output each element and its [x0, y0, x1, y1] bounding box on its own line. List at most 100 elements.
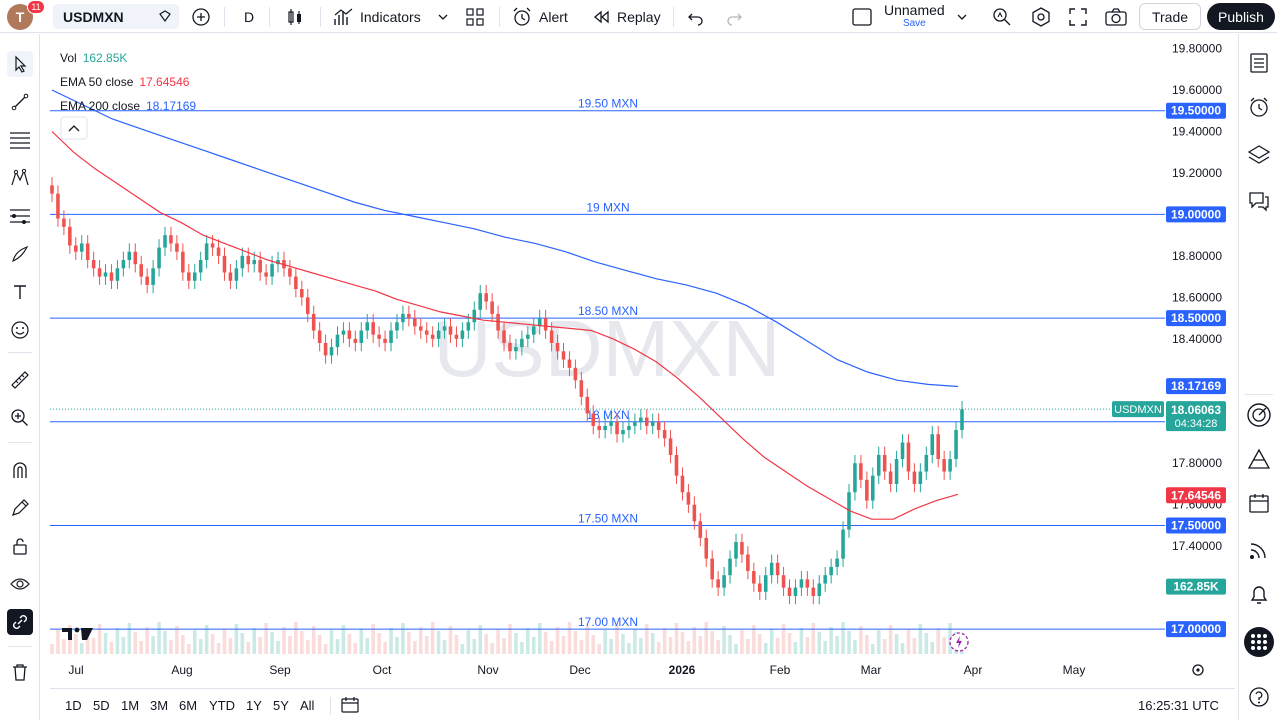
candle[interactable]	[859, 463, 863, 480]
symbol-search[interactable]: USDMXN	[53, 4, 179, 29]
fullscreen-icon[interactable]	[1068, 0, 1088, 33]
brush-icon[interactable]	[7, 241, 33, 267]
candle[interactable]	[424, 330, 429, 335]
candle[interactable]	[710, 558, 714, 580]
candle[interactable]	[91, 260, 96, 269]
candle[interactable]	[311, 313, 316, 331]
pattern-icon[interactable]	[7, 165, 33, 191]
candle[interactable]	[555, 342, 560, 352]
candle[interactable]	[805, 579, 810, 588]
candle[interactable]	[317, 330, 322, 343]
stay-drawing-icon[interactable]	[7, 495, 33, 521]
candle[interactable]	[775, 562, 780, 576]
candle[interactable]	[97, 268, 102, 277]
candle[interactable]	[811, 587, 816, 596]
candle[interactable]	[740, 542, 744, 555]
candle[interactable]	[567, 359, 572, 368]
candle[interactable]	[85, 243, 90, 261]
candle[interactable]	[537, 318, 542, 327]
range-1y[interactable]: 1Y	[246, 698, 262, 713]
symbol-info-icon[interactable]	[157, 8, 173, 27]
candle[interactable]	[692, 504, 697, 522]
candle[interactable]	[240, 255, 245, 269]
candle[interactable]	[686, 492, 691, 505]
snapshot-camera-icon[interactable]	[1104, 0, 1128, 33]
candle[interactable]	[543, 318, 548, 331]
candle[interactable]	[276, 260, 280, 265]
cursor-icon[interactable]	[7, 51, 33, 77]
candle[interactable]	[757, 583, 762, 592]
candle[interactable]	[817, 583, 822, 596]
range-1m[interactable]: 1M	[121, 698, 140, 713]
compare-add-symbol-icon[interactable]	[191, 0, 211, 33]
candle[interactable]	[270, 264, 274, 277]
candle[interactable]	[769, 562, 774, 576]
candle[interactable]	[145, 276, 149, 285]
clock-timezone[interactable]: 16:25:31 UTC	[1138, 698, 1219, 713]
candle[interactable]	[835, 558, 839, 567]
candle[interactable]	[502, 330, 506, 343]
candle[interactable]	[722, 575, 726, 588]
candle[interactable]	[127, 251, 132, 261]
candle[interactable]	[561, 351, 566, 360]
candle[interactable]	[252, 260, 257, 265]
candle[interactable]	[615, 421, 619, 435]
candle[interactable]	[115, 268, 120, 281]
candle[interactable]	[609, 421, 613, 426]
candle[interactable]	[395, 322, 399, 331]
candle[interactable]	[133, 251, 138, 265]
alert-button[interactable]: Alert	[511, 0, 568, 33]
calendar-icon[interactable]	[1246, 490, 1272, 516]
candle[interactable]	[294, 276, 298, 290]
prediction-tools-icon[interactable]	[7, 203, 33, 229]
candle[interactable]	[508, 342, 512, 352]
streams-broadcast-icon[interactable]	[1246, 537, 1272, 563]
candle[interactable]	[514, 347, 518, 352]
candle[interactable]	[359, 330, 364, 343]
target-icon[interactable]	[1246, 402, 1272, 428]
candle[interactable]	[829, 566, 833, 576]
candle[interactable]	[716, 579, 720, 588]
interval-button[interactable]: D	[244, 8, 255, 25]
candle[interactable]	[222, 255, 227, 273]
candle[interactable]	[793, 587, 798, 596]
candle[interactable]	[329, 347, 334, 356]
candle[interactable]	[74, 245, 78, 252]
layout-dropdown-icon[interactable]	[956, 0, 968, 33]
range-6m[interactable]: 6M	[179, 698, 198, 713]
lock-icon[interactable]	[7, 533, 33, 559]
candle[interactable]	[192, 272, 197, 281]
candle[interactable]	[894, 459, 899, 484]
time-axis[interactable]: Jul Aug Sep Oct Nov Dec 2026 Feb Mar Apr May	[68, 663, 1085, 677]
candle[interactable]	[591, 413, 596, 426]
candle[interactable]	[496, 313, 500, 331]
candle[interactable]	[68, 226, 72, 246]
publish-button[interactable]: Publish	[1207, 3, 1275, 30]
candle[interactable]	[436, 330, 441, 339]
candle[interactable]	[526, 334, 530, 339]
link-icon[interactable]	[7, 609, 33, 635]
candle[interactable]	[413, 318, 417, 327]
candle[interactable]	[323, 342, 328, 356]
trendline-icon[interactable]	[7, 89, 33, 115]
candle[interactable]	[918, 471, 923, 484]
candle[interactable]	[264, 272, 268, 277]
apps-grid-icon[interactable]	[1244, 627, 1274, 657]
candle[interactable]	[936, 434, 940, 460]
candle[interactable]	[888, 471, 893, 484]
settings-gear-icon[interactable]	[1030, 0, 1052, 33]
candle[interactable]	[454, 334, 459, 339]
candle[interactable]	[734, 542, 738, 559]
candle[interactable]	[50, 185, 54, 194]
text-tool-icon[interactable]	[7, 279, 33, 305]
candle[interactable]	[746, 554, 750, 572]
candle[interactable]	[906, 442, 911, 472]
legend-ema50[interactable]: EMA 50 close 17.64546	[60, 70, 196, 94]
candle[interactable]	[139, 264, 143, 277]
range-1d[interactable]: 1D	[65, 698, 82, 713]
candle[interactable]	[175, 243, 179, 252]
candle[interactable]	[216, 247, 221, 256]
candle[interactable]	[347, 330, 352, 339]
candle[interactable]	[448, 326, 453, 335]
